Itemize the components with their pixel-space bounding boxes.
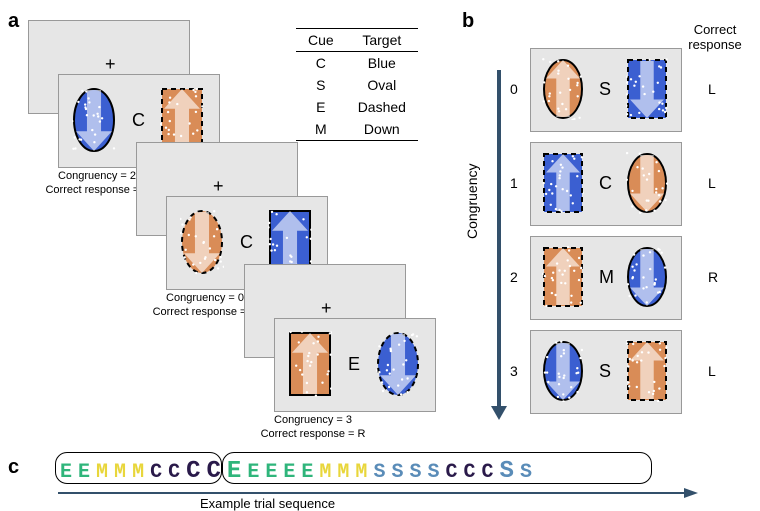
stimulus-shape <box>376 331 420 397</box>
table-cell: Oval <box>346 74 418 96</box>
sequence-letter: M <box>353 461 371 484</box>
sequence-letter: E <box>263 461 281 484</box>
sequence-letter: C <box>184 458 204 485</box>
correct-response: R <box>708 269 718 285</box>
sequence-arrow <box>58 486 698 500</box>
cue-letter: C <box>599 173 612 194</box>
table-header-target: Target <box>346 29 418 52</box>
sequence-letter: E <box>299 461 317 484</box>
stimulus-shape <box>542 246 584 308</box>
sequence-letter: S <box>407 461 425 484</box>
table-cell: Blue <box>346 52 418 75</box>
fixation-cross: + <box>105 54 116 75</box>
stimulus-shape <box>288 331 332 397</box>
stimulus-shape <box>626 58 668 120</box>
cue-letter: M <box>599 267 614 288</box>
stimulus-shape <box>542 340 584 402</box>
sequence-letter: M <box>335 461 353 484</box>
cue-letter: C <box>240 232 253 253</box>
trial-caption: Congruency = 3Correct response = R <box>248 414 378 442</box>
stimulus-shape <box>542 152 584 214</box>
correct-response: L <box>708 363 716 379</box>
cue-letter: E <box>348 354 360 375</box>
sequence-letter: E <box>76 461 94 484</box>
correct-response: L <box>708 81 716 97</box>
cue-letter: C <box>132 110 145 131</box>
table-header-cue: Cue <box>296 29 346 52</box>
sequence-letter: C <box>444 461 462 484</box>
sequence-letter: E <box>281 461 299 484</box>
congruency-level: 1 <box>510 175 518 191</box>
panel-label-c: c <box>8 456 19 479</box>
sequence-letter: C <box>480 461 498 484</box>
sequence-letter: C <box>148 461 166 484</box>
fixation-cross: + <box>321 298 332 319</box>
sequence-letter: S <box>498 458 518 485</box>
sequence-letter: E <box>58 461 76 484</box>
congruency-arrow <box>488 70 510 420</box>
sequence-letter: S <box>371 461 389 484</box>
table-cell: S <box>296 74 346 96</box>
stimulus-shape <box>626 246 668 308</box>
table-cell: E <box>296 96 346 118</box>
table-cell: C <box>296 52 346 75</box>
cue-letter: S <box>599 79 611 100</box>
congruency-level: 3 <box>510 363 518 379</box>
sequence-letter: E <box>245 461 263 484</box>
stimulus-shape <box>626 152 668 214</box>
correct-response: L <box>708 175 716 191</box>
stimulus-shape <box>626 340 668 402</box>
panel-label-b: b <box>462 10 474 33</box>
stimulus-shape <box>72 87 116 153</box>
trial-sequence: EEMMMCCCCEEEEEMMMSSSSCCCSS <box>58 458 536 485</box>
sequence-letter: S <box>389 461 407 484</box>
sequence-letter: E <box>225 458 245 485</box>
sequence-letter: C <box>166 461 184 484</box>
sequence-letter: C <box>205 458 225 485</box>
stimulus-shape <box>542 58 584 120</box>
sequence-letter: C <box>462 461 480 484</box>
panel-label-a: a <box>8 10 19 33</box>
congruency-label: Congruency <box>464 164 480 240</box>
table-cell: Down <box>346 118 418 141</box>
fixation-cross: + <box>213 176 224 197</box>
sequence-letter: M <box>112 461 130 484</box>
sequence-letter: S <box>425 461 443 484</box>
congruency-level: 2 <box>510 269 518 285</box>
sequence-letter: M <box>94 461 112 484</box>
table-cell: M <box>296 118 346 141</box>
cue-target-table: Cue Target CBlueSOvalEDashedMDown <box>296 28 418 141</box>
sequence-letter: M <box>317 461 335 484</box>
congruency-level: 0 <box>510 81 518 97</box>
sequence-letter: M <box>130 461 148 484</box>
sequence-letter: S <box>518 461 536 484</box>
stimulus-shape <box>180 209 224 275</box>
table-cell: Dashed <box>346 96 418 118</box>
cue-letter: S <box>599 361 611 382</box>
correct-response-header: Correct response <box>680 22 750 52</box>
